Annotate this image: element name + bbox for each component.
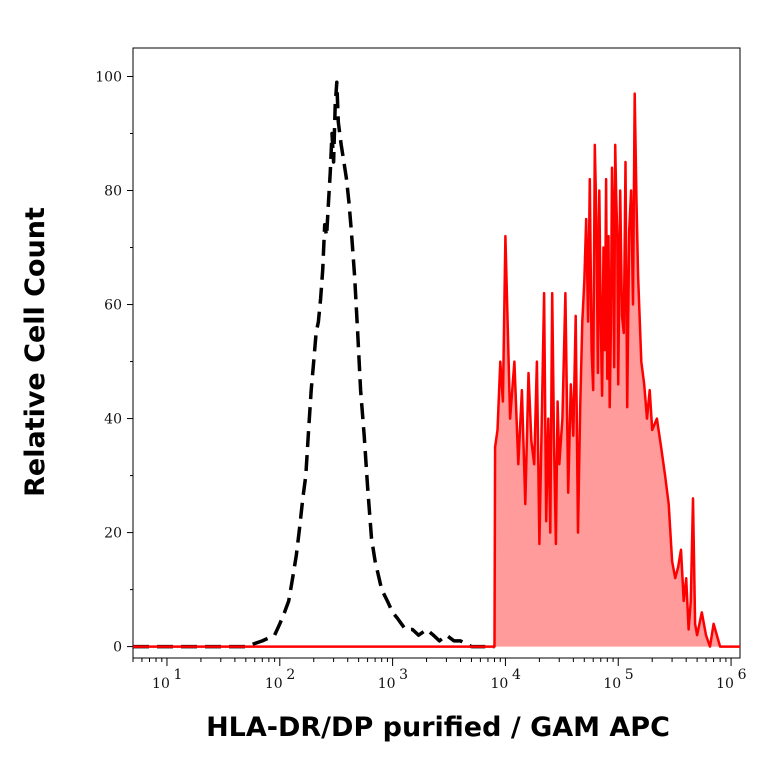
y-tick-label: 80 <box>104 184 122 200</box>
x-tick-label: 10 <box>716 676 734 692</box>
x-tick-label: 10 <box>152 676 170 692</box>
y-axis: 0 20 40 60 80 100 <box>95 70 133 656</box>
y-tick-label: 60 <box>104 298 122 314</box>
y-tick-label: 40 <box>104 412 122 428</box>
x-tick-exponent: 3 <box>399 667 408 683</box>
x-tick-exponent: 2 <box>286 667 295 683</box>
y-tick-label: 20 <box>104 526 122 542</box>
x-tick-exponent: 4 <box>512 667 521 683</box>
plot-frame <box>132 47 741 659</box>
y-axis-title: Relative Cell Count <box>20 207 51 497</box>
x-tick-label: 10 <box>603 676 621 692</box>
series-fill-1 <box>133 93 740 647</box>
series-line-0 <box>133 80 495 649</box>
y-tick-label: 100 <box>95 70 122 86</box>
series-line-1 <box>133 92 740 648</box>
series-layer <box>133 80 740 649</box>
y-tick-label: 0 <box>113 640 122 656</box>
x-tick-exponent: 1 <box>174 667 183 683</box>
x-tick-label: 10 <box>265 676 283 692</box>
x-axis-title: HLA-DR/DP purified / GAM APC <box>206 712 670 743</box>
x-tick-label: 10 <box>491 676 509 692</box>
x-tick-label: 10 <box>378 676 396 692</box>
x-tick-exponent: 5 <box>625 667 634 683</box>
x-tick-exponent: 6 <box>738 667 747 683</box>
